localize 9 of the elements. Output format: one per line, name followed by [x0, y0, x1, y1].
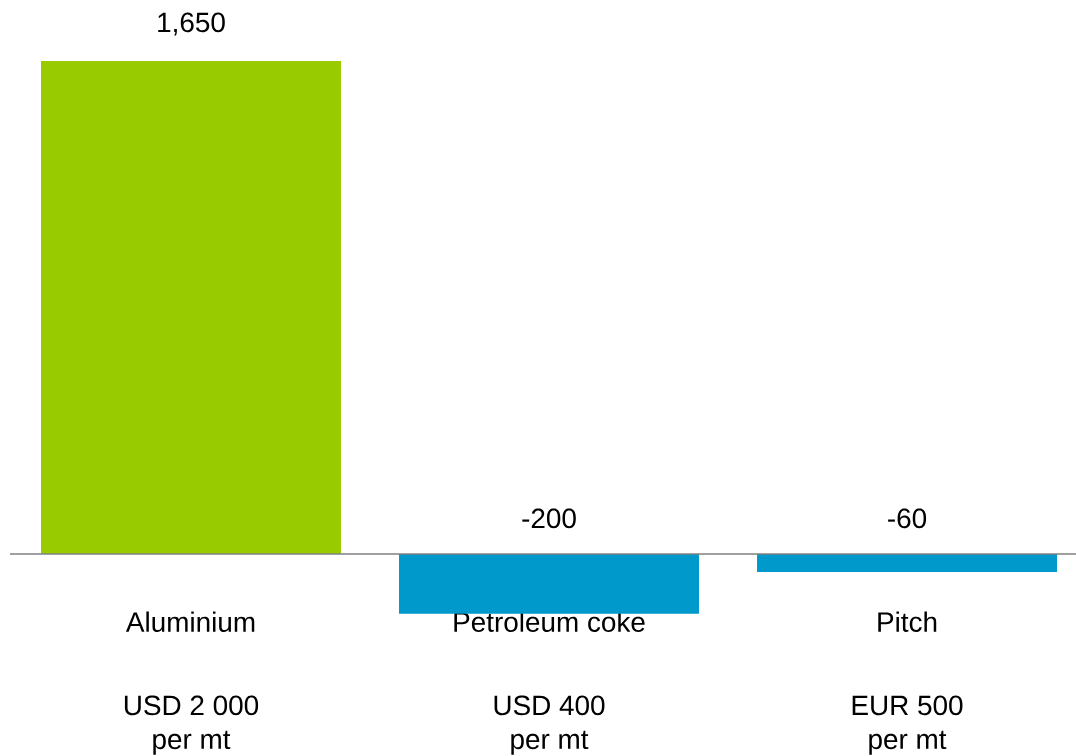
x-tick-label: Pitch	[878, 611, 937, 632]
x-tick-label: Petroleum coke	[454, 611, 645, 632]
data-label: -200	[522, 508, 576, 529]
text: USD 2 000 per mt	[124, 695, 259, 755]
text: USD 400 per mt	[494, 695, 605, 755]
data-label: -60	[888, 508, 927, 529]
x-tick-label: Aluminium	[125, 611, 255, 632]
text: EUR 500 per mt	[852, 695, 963, 755]
data-label: 1,650	[158, 12, 225, 36]
